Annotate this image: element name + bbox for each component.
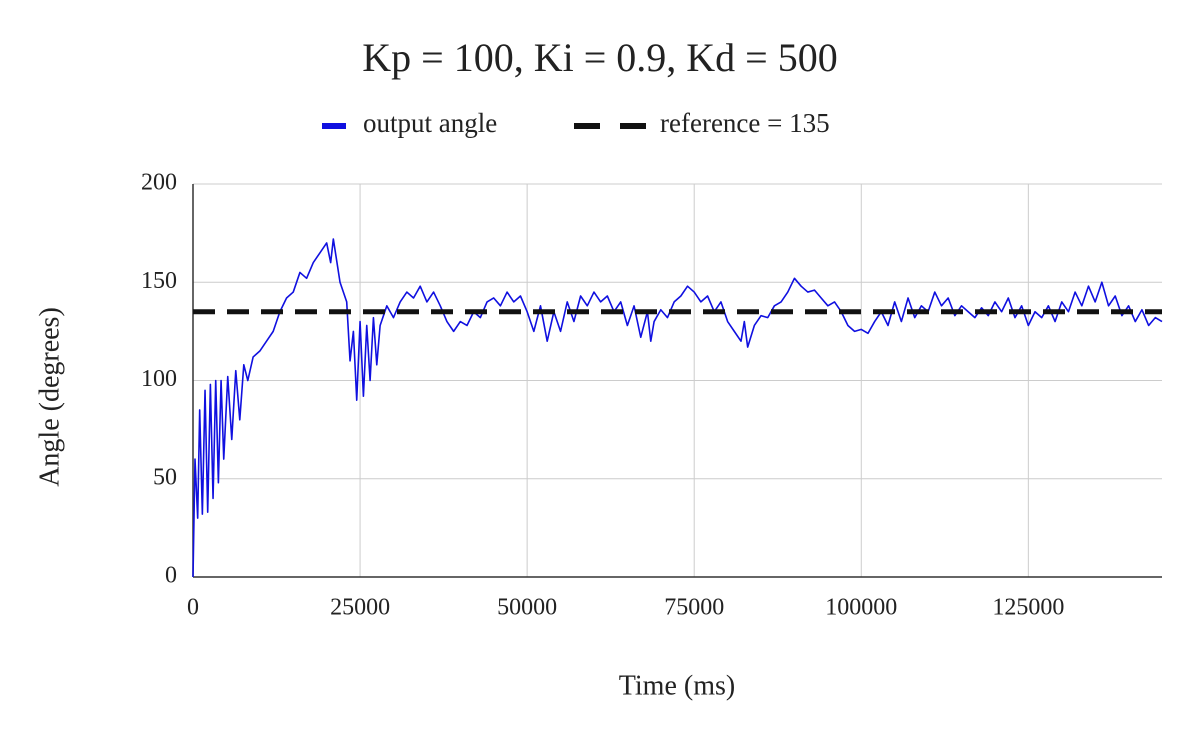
chart-title: Kp = 100, Ki = 0.9, Kd = 500	[362, 35, 837, 80]
legend-label: reference = 135	[660, 108, 830, 138]
x-tick-label: 75000	[664, 595, 724, 621]
y-tick-label: 150	[141, 268, 177, 294]
y-tick-label: 100	[141, 366, 177, 392]
x-tick-label: 50000	[497, 595, 557, 621]
y-axis-label: Angle (degrees)	[34, 307, 65, 487]
x-tick-label: 125000	[992, 595, 1064, 621]
series-line	[192, 238, 1163, 578]
x-axis-label: Time (ms)	[619, 670, 735, 701]
y-tick-label: 0	[165, 563, 177, 589]
x-tick-label: 100000	[825, 595, 897, 621]
x-tick-label: 0	[187, 595, 199, 621]
y-tick-label: 50	[153, 464, 177, 490]
x-tick-label: 25000	[330, 595, 390, 621]
legend-label: output angle	[363, 108, 497, 138]
y-tick-label: 200	[141, 170, 177, 196]
